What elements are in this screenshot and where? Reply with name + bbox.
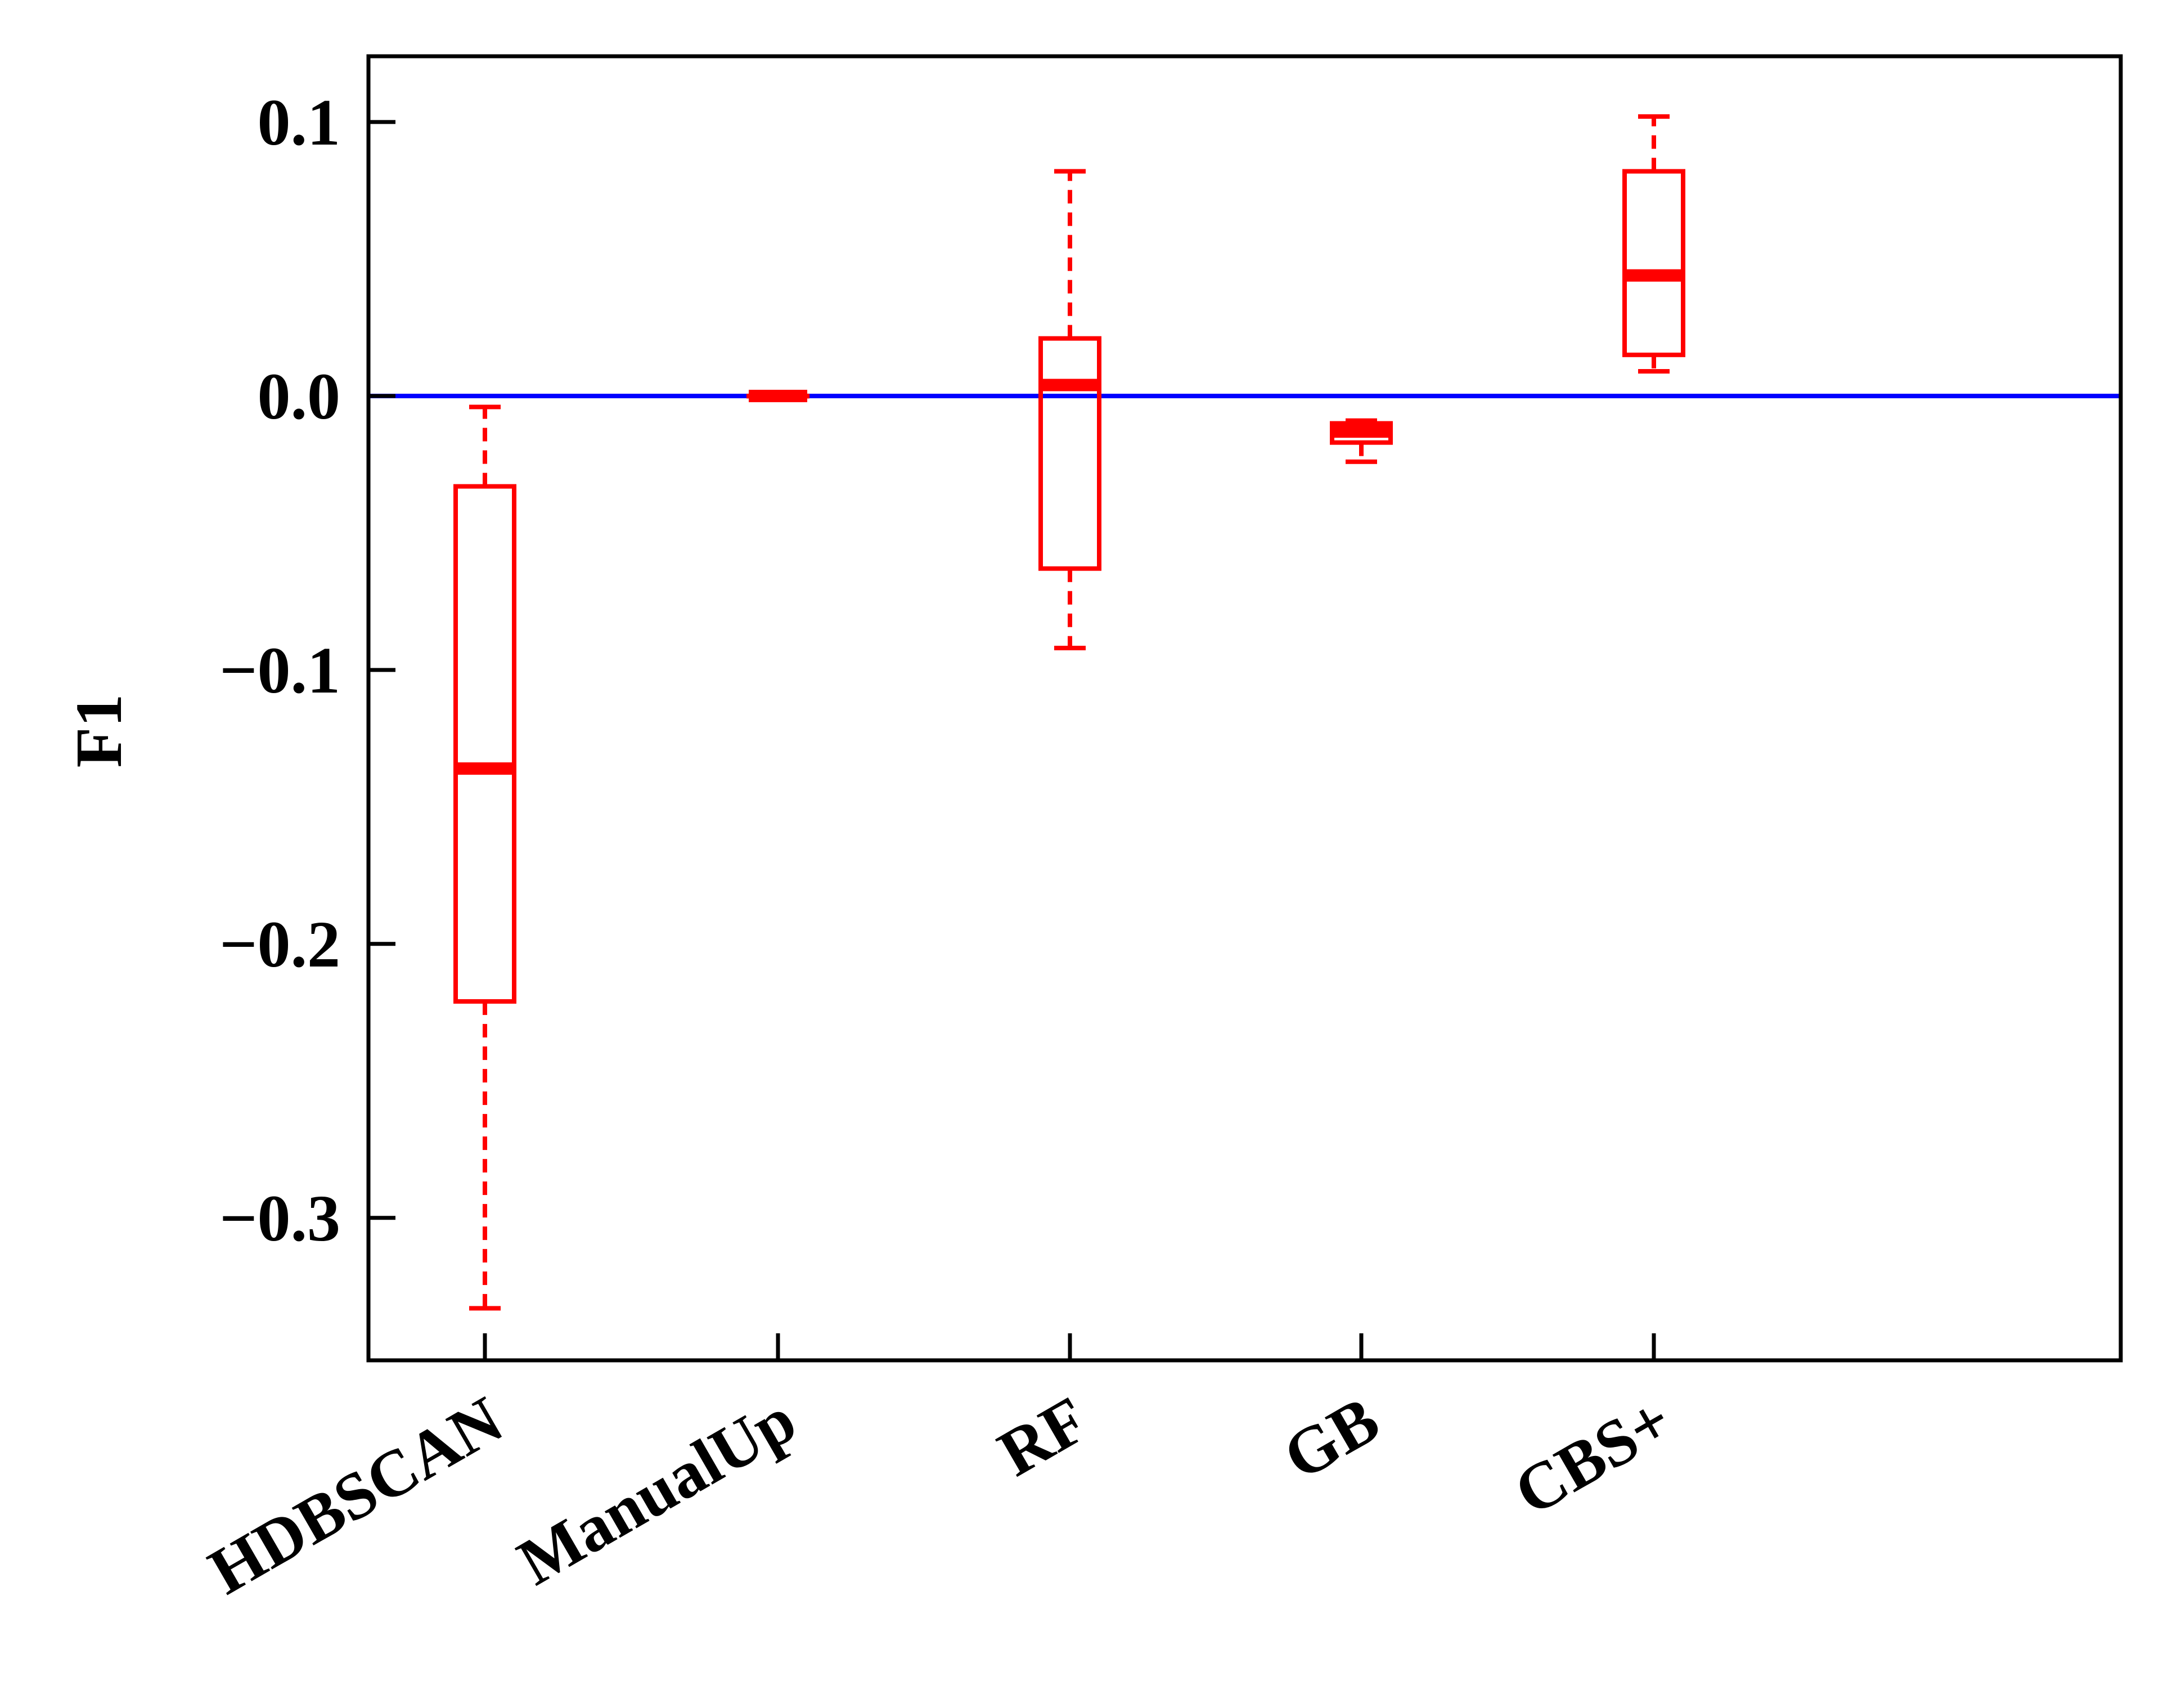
x-tick-label: ManualUp bbox=[506, 1382, 808, 1599]
box-iqr bbox=[1038, 336, 1101, 571]
box-CBS+ bbox=[1622, 114, 1685, 374]
x-tick-label: GB bbox=[1271, 1382, 1391, 1494]
box-HDBSCAN bbox=[453, 404, 516, 1311]
x-tick-label: CBS+ bbox=[1502, 1382, 1684, 1530]
box-RF bbox=[1038, 169, 1101, 650]
y-tick-label: −0.3 bbox=[219, 1181, 340, 1255]
y-tick-label: 0.1 bbox=[258, 86, 341, 159]
box-iqr bbox=[453, 484, 516, 1004]
box-iqr bbox=[1622, 169, 1685, 357]
box-ManualUp bbox=[746, 389, 809, 402]
y-tick-label: −0.2 bbox=[219, 907, 340, 981]
x-tick-label: HDBSCAN bbox=[197, 1382, 515, 1608]
plot-frame bbox=[366, 54, 2123, 1363]
y-tick-label: −0.1 bbox=[219, 633, 340, 707]
box-GB bbox=[1330, 418, 1393, 464]
y-tick-label: 0.0 bbox=[258, 359, 341, 433]
x-tick-label: RF bbox=[986, 1382, 1100, 1490]
y-axis: 0.1 0.0 −0.1 −0.2 −0.3 bbox=[219, 86, 395, 1255]
y-axis-title: F1 bbox=[62, 694, 136, 767]
boxes-layer bbox=[453, 114, 1685, 1311]
